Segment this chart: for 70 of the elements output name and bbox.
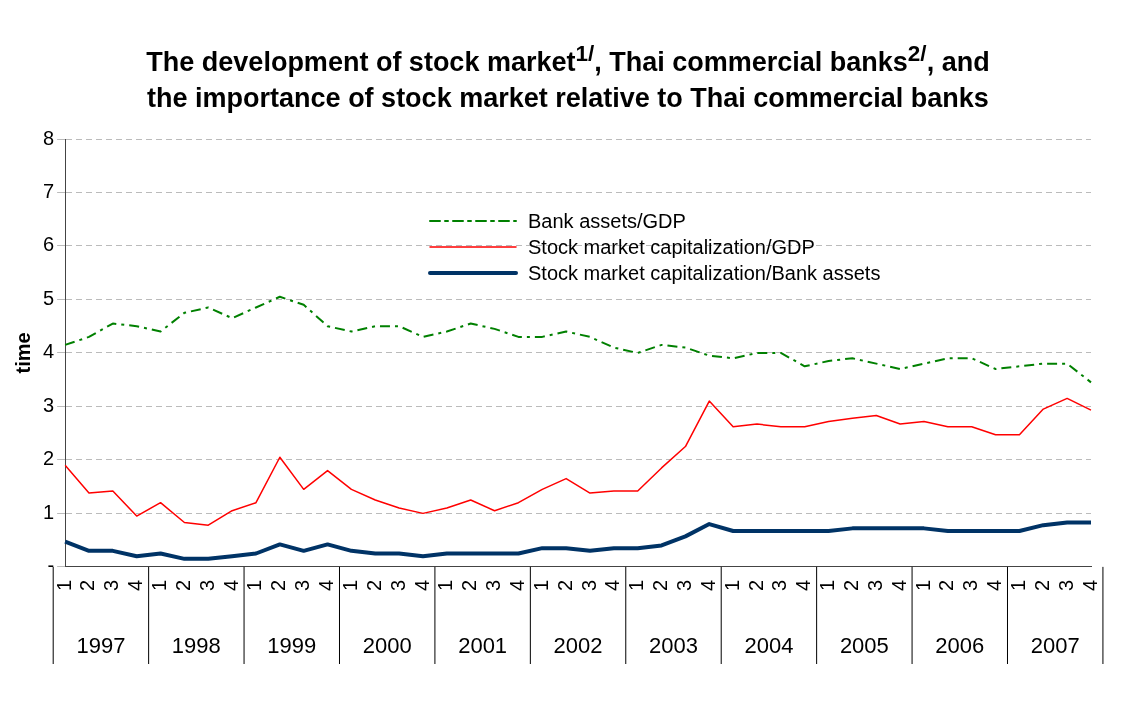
- y-tick-label: -: [47, 554, 55, 577]
- x-tick-label: 4: [219, 579, 242, 591]
- x-tick-label: 3: [863, 579, 886, 591]
- x-tick-label: 3: [195, 579, 218, 591]
- x-tick-label: 1: [52, 579, 75, 591]
- y-axis-title: time: [11, 332, 34, 374]
- x-tick-label: 1: [720, 579, 743, 591]
- x-tick-label: 3: [1054, 579, 1077, 591]
- text: 2000: [362, 632, 412, 658]
- y-tick-label: 3: [43, 393, 55, 416]
- x-tick-label: 3: [577, 579, 600, 591]
- x-tick-label: 2: [935, 579, 958, 591]
- x-tick-label: 1: [243, 579, 266, 591]
- x-tick-label: 3: [291, 579, 314, 591]
- text: 2002: [553, 632, 603, 658]
- x-tick-label: 2: [1030, 579, 1053, 591]
- x-tick-label: 3: [768, 579, 791, 591]
- x-tick-label: 4: [410, 579, 433, 591]
- legend-label: Bank assets/GDP: [528, 209, 686, 234]
- x-tick-label: 3: [959, 579, 982, 591]
- x-tick-label: 1: [1006, 579, 1029, 591]
- x-tick-label: 2: [458, 579, 481, 591]
- x-tick-label: 4: [124, 579, 147, 591]
- x-tick-label: 4: [1078, 579, 1101, 591]
- x-tick-label: 1: [625, 579, 648, 591]
- y-tick-label: 5: [43, 286, 55, 309]
- chart-title: The development of stock market$^{1/}$, Thai commercial banks$^{2/}$, and the importance of stock market relative to Thai commercial banks: [145, 40, 991, 115]
- text: 2003: [649, 632, 698, 658]
- legend-label: Stock market capitalization/GDP: [528, 235, 815, 260]
- y-tick-label: 8: [43, 126, 55, 149]
- y-tick-label: 4: [43, 340, 55, 363]
- x-tick-label: 2: [839, 579, 862, 591]
- x-tick-label: 2: [553, 579, 576, 591]
- x-tick-label: 2: [744, 579, 767, 591]
- x-tick-label: 4: [505, 579, 528, 591]
- x-tick-label: 4: [983, 579, 1006, 591]
- x-tick-label: 1: [529, 579, 552, 591]
- x-tick-label: 2: [362, 579, 385, 591]
- y-tick-label: 6: [43, 233, 55, 256]
- x-tick-label: 3: [482, 579, 505, 591]
- y-tick-label: 2: [43, 447, 55, 470]
- x-tick-label: 2: [171, 579, 194, 591]
- text: 1997: [76, 632, 126, 658]
- x-tick-label: 3: [672, 579, 695, 591]
- legend-label: Stock market capitalization/Bank assets: [528, 261, 881, 286]
- x-tick-label: 2: [649, 579, 672, 591]
- x-tick-label: 1: [148, 579, 171, 591]
- x-tick-label: 1: [911, 579, 934, 591]
- x-tick-label: 2: [76, 579, 99, 591]
- line-series: [64, 295, 1092, 384]
- text: 2001: [458, 632, 508, 658]
- text: 2004: [744, 632, 794, 658]
- x-tick-label: 4: [792, 579, 815, 591]
- y-tick-label: 1: [43, 500, 55, 523]
- x-tick-label: 2: [267, 579, 290, 591]
- text: 1998: [171, 632, 221, 658]
- x-tick-label: 4: [696, 579, 719, 591]
- x-tick-label: 4: [601, 579, 624, 591]
- text: 2006: [935, 632, 985, 658]
- x-tick-label: 3: [100, 579, 123, 591]
- x-tick-label: 3: [386, 579, 409, 591]
- text: 2005: [839, 632, 889, 658]
- x-tick-label: 1: [434, 579, 457, 591]
- y-tick-label: 7: [43, 180, 55, 202]
- x-tick-label: 1: [338, 579, 361, 591]
- text: 2007: [1030, 632, 1080, 658]
- x-tick-label: 4: [887, 579, 910, 591]
- x-tick-label: 4: [315, 579, 338, 591]
- x-tick-label: 1: [816, 579, 839, 591]
- text: 1999: [267, 632, 317, 658]
